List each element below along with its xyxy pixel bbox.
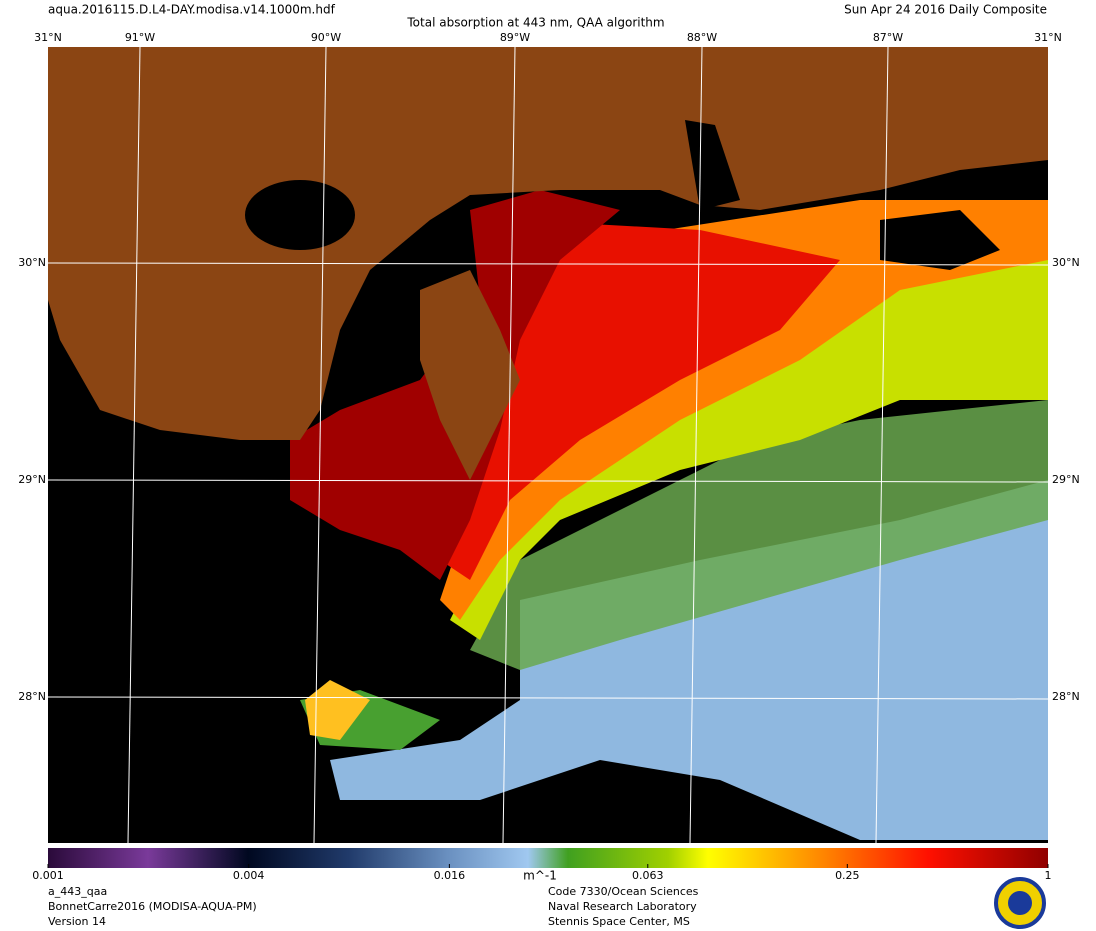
yellow-region [450, 230, 1048, 640]
colorbar-tick-label: 0.063 [632, 869, 664, 882]
footer-right: Stennis Space Center, MS [548, 915, 690, 928]
parallel [47, 479, 1049, 483]
top-label: 31°N [1034, 31, 1062, 44]
delta [420, 270, 520, 480]
footer-right: Naval Research Laboratory [548, 900, 697, 913]
bay [685, 120, 740, 210]
colorbar-tick-label: 0.004 [233, 869, 265, 882]
yellow-patch [305, 680, 370, 740]
graticule [47, 46, 1049, 844]
colorbar [48, 848, 1048, 868]
green-region [470, 400, 1048, 670]
nodata-patch [880, 210, 1000, 270]
land [48, 47, 1048, 440]
left-label: 29°N [18, 473, 46, 486]
map-area [48, 47, 1048, 843]
footer-left: Version 14 [48, 915, 106, 928]
footer-left: a_443_qaa [48, 885, 107, 898]
nrl-logo-center [1008, 891, 1032, 915]
left-label: 28°N [18, 690, 46, 703]
filename: aqua.2016115.D.L4-DAY.modisa.v14.1000m.h… [48, 3, 336, 17]
top-label: 89°W [500, 31, 530, 44]
right-label: 28°N [1052, 690, 1080, 703]
colorbar-tick-label: 0.001 [32, 869, 64, 882]
red-region [440, 220, 840, 580]
right-label: 29°N [1052, 473, 1080, 486]
colorbar-tick-label: 1 [1045, 869, 1052, 882]
colorbar-tick-label: 0.016 [434, 869, 466, 882]
meridian [313, 46, 327, 844]
meridian [127, 46, 141, 844]
top-label: 87°W [873, 31, 903, 44]
top-label: 90°W [311, 31, 341, 44]
top-label: 31°N [34, 31, 62, 44]
right-label: 30°N [1052, 256, 1080, 269]
top-label: 88°W [687, 31, 717, 44]
colorbar-tick-label: 0.25 [835, 869, 860, 882]
left-label: 30°N [18, 256, 46, 269]
low-absorption [330, 480, 1048, 840]
colorbar-unit: m^-1 [523, 869, 557, 883]
parallel [47, 262, 1049, 266]
lake [245, 180, 355, 250]
map-title: Total absorption at 443 nm, QAA algorith… [406, 16, 664, 30]
footer-left: BonnetCarre2016 (MODISA-AQUA-PM) [48, 900, 257, 913]
top-label: 91°W [125, 31, 155, 44]
footer-right: Code 7330/Ocean Sciences [548, 885, 699, 898]
date: Sun Apr 24 2016 Daily Composite [844, 3, 1047, 17]
parallel [47, 696, 1049, 700]
meridian [875, 46, 889, 844]
meridian [689, 46, 703, 844]
meridian [502, 46, 516, 844]
